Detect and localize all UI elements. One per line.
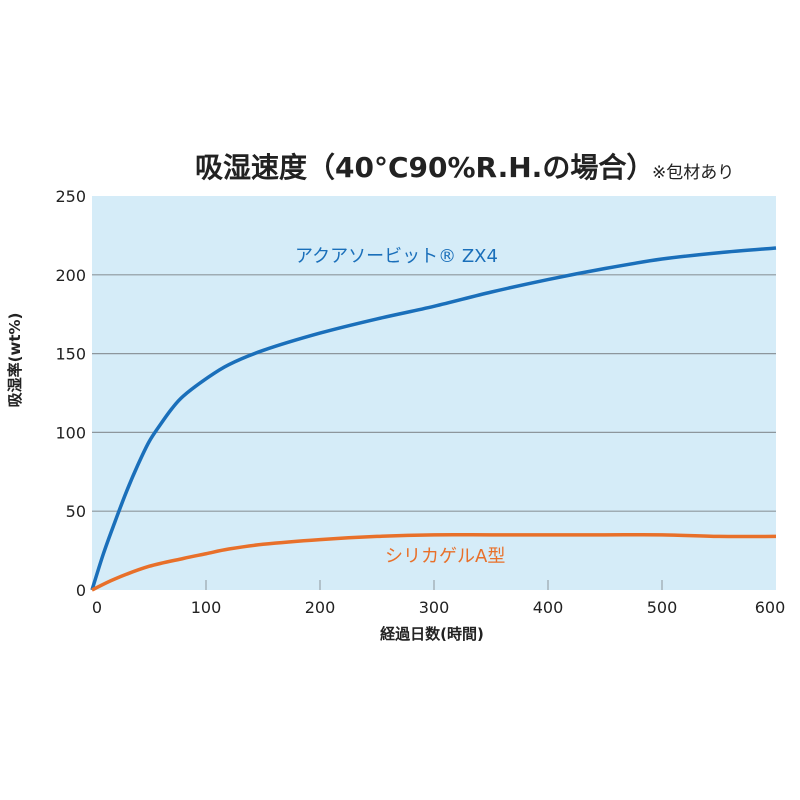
series-lines [90, 246, 777, 592]
x-tick-label: 200 [305, 598, 336, 617]
tick-labels: 0 50 100 150 200 250 0 100 200 300 400 500 600 [55, 187, 785, 617]
y-tick-label: 250 [55, 187, 86, 206]
series-label-silica-gel: シリカゲルA型 [385, 546, 505, 567]
chart-title: 吸湿速度（40°C90%R.H.の場合） [195, 151, 654, 184]
chart-note: ※包材あり [652, 163, 734, 183]
series-label-aquasorbit: アクアソービット® ZX4 [295, 246, 498, 267]
x-tick-label: 400 [533, 598, 564, 617]
x-tick-label: 0 [92, 598, 102, 617]
x-tick-label: 600 [755, 598, 786, 617]
y-tick-label: 0 [76, 581, 86, 600]
series-line-aquasorbit [90, 246, 777, 591]
x-tick-label: 500 [647, 598, 678, 617]
y-tick-label: 50 [66, 502, 86, 521]
plot-area [92, 196, 776, 590]
grid-lines [92, 274, 776, 590]
y-axis-label: 吸湿率(wt%) [6, 313, 24, 408]
x-axis-label: 経過日数(時間) [380, 625, 484, 643]
y-tick-label: 150 [55, 345, 86, 364]
x-tick-label: 300 [419, 598, 450, 617]
series-line-silica-gel [91, 532, 777, 592]
y-tick-label: 200 [55, 266, 86, 285]
x-tick-label: 100 [191, 598, 222, 617]
y-tick-label: 100 [55, 423, 86, 442]
